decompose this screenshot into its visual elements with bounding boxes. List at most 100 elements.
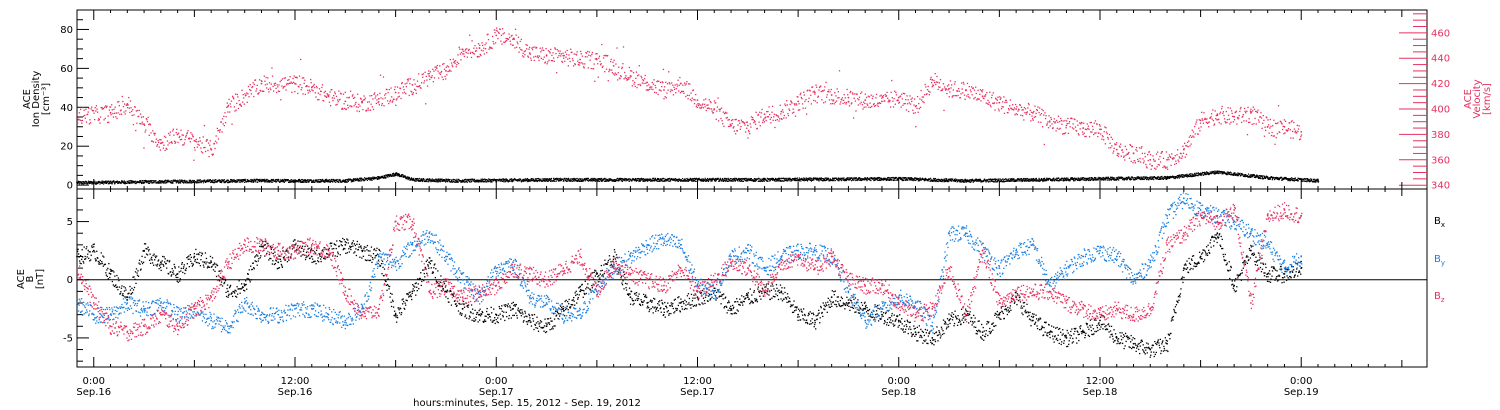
data-point xyxy=(692,180,695,182)
data-point xyxy=(164,181,166,183)
data-point xyxy=(1221,171,1223,173)
data-point xyxy=(1316,178,1318,180)
data-point xyxy=(534,178,537,180)
data-point xyxy=(684,179,686,181)
data-point xyxy=(653,180,656,182)
data-point xyxy=(1314,179,1317,181)
data-point xyxy=(167,144,169,146)
data-point xyxy=(761,180,764,182)
data-point xyxy=(231,181,233,183)
data-point xyxy=(128,182,131,185)
data-point xyxy=(222,123,224,125)
data-point xyxy=(310,179,312,181)
density-tick-label: 20 xyxy=(60,142,73,153)
data-point xyxy=(348,96,351,98)
data-point xyxy=(436,179,439,181)
data-point xyxy=(81,119,83,122)
data-point xyxy=(1024,179,1026,181)
data-point xyxy=(802,177,805,179)
data-point xyxy=(348,178,350,180)
data-point xyxy=(638,180,640,182)
data-point xyxy=(902,179,905,181)
data-point xyxy=(1020,180,1022,182)
data-point xyxy=(1038,180,1040,182)
data-point xyxy=(97,119,99,121)
data-point xyxy=(101,181,103,184)
data-point xyxy=(1125,178,1127,180)
data-point xyxy=(137,181,139,183)
data-point xyxy=(705,179,707,181)
data-point xyxy=(360,98,362,100)
data-point xyxy=(370,178,372,180)
data-point xyxy=(439,179,441,181)
data-point xyxy=(636,178,639,180)
data-point xyxy=(871,177,873,179)
data-point xyxy=(708,179,710,181)
data-point xyxy=(1034,179,1036,181)
density-point xyxy=(243,179,246,182)
data-point xyxy=(753,179,755,181)
data-point xyxy=(422,73,425,75)
data-point xyxy=(783,178,786,180)
data-point xyxy=(1298,177,1300,180)
data-point xyxy=(307,180,310,182)
data-point xyxy=(882,178,884,180)
data-point xyxy=(547,180,549,182)
data-point xyxy=(392,173,394,175)
data-point xyxy=(404,175,406,177)
data-point xyxy=(972,178,974,180)
data-point xyxy=(612,179,615,181)
data-point xyxy=(266,83,268,85)
data-point xyxy=(301,179,304,181)
data-point xyxy=(256,178,258,181)
data-point xyxy=(654,179,656,181)
data-point xyxy=(475,180,477,182)
data-point xyxy=(220,181,223,184)
data-point xyxy=(228,98,230,101)
data-point xyxy=(689,178,691,180)
data-point xyxy=(437,77,440,79)
data-point xyxy=(104,181,106,183)
data-point xyxy=(1102,176,1104,179)
data-point xyxy=(320,179,322,181)
data-point xyxy=(525,180,528,182)
data-point xyxy=(715,177,717,180)
data-point xyxy=(735,179,737,181)
data-point xyxy=(1078,178,1081,180)
data-point xyxy=(467,180,469,182)
data-point xyxy=(695,178,697,180)
velocity-tick-label: 460 xyxy=(1431,28,1450,39)
data-point xyxy=(113,108,115,110)
data-point xyxy=(642,180,644,182)
data-point xyxy=(355,106,358,108)
data-point xyxy=(308,181,310,183)
data-point xyxy=(158,141,160,144)
data-point xyxy=(490,46,492,49)
data-point xyxy=(410,91,413,93)
data-point xyxy=(370,178,372,180)
data-point xyxy=(445,178,447,180)
data-point xyxy=(251,179,253,181)
data-point xyxy=(585,177,588,180)
data-point xyxy=(965,181,968,183)
data-point xyxy=(436,67,438,69)
data-point xyxy=(457,180,459,182)
data-point xyxy=(901,178,903,180)
data-point xyxy=(222,180,224,182)
data-point xyxy=(828,180,830,182)
data-point xyxy=(443,179,445,181)
data-point xyxy=(341,108,343,110)
data-point xyxy=(769,179,771,181)
data-point xyxy=(619,178,621,180)
data-point xyxy=(334,180,336,182)
data-point xyxy=(531,178,533,180)
data-point xyxy=(518,178,520,180)
data-point xyxy=(282,178,284,181)
data-point xyxy=(913,178,915,180)
data-point xyxy=(1087,177,1089,180)
data-point xyxy=(1118,177,1120,179)
data-point xyxy=(1186,174,1189,177)
data-point xyxy=(548,179,551,181)
data-point xyxy=(465,179,467,181)
data-point xyxy=(208,180,210,183)
